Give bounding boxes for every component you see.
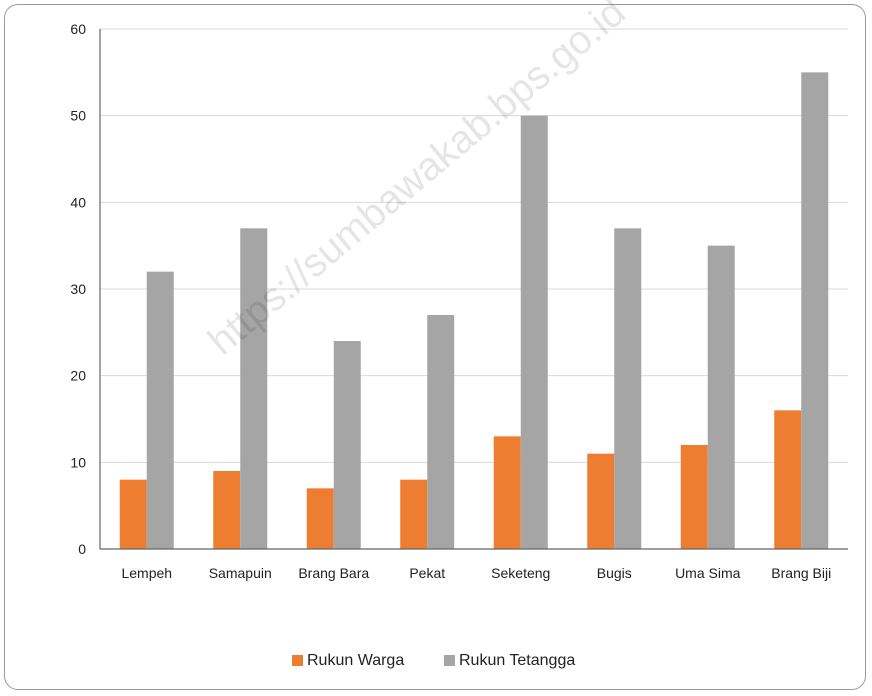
bars bbox=[119, 72, 829, 550]
bar-rukun-tetangga bbox=[427, 315, 455, 549]
bar-rukun-tetangga bbox=[801, 72, 829, 549]
y-axis-ticks: 0 10 20 30 40 50 60 bbox=[70, 21, 86, 557]
x-tick-label: Seketeng bbox=[491, 565, 550, 581]
bar-rukun-warga bbox=[213, 471, 241, 549]
bar-rukun-warga bbox=[400, 479, 428, 549]
bar-rukun-warga bbox=[680, 445, 708, 549]
x-tick-label: Bugis bbox=[597, 565, 632, 581]
bar-rukun-tetangga bbox=[146, 271, 174, 549]
bar-rukun-tetangga bbox=[240, 228, 268, 550]
legend-label: Rukun Warga bbox=[307, 652, 404, 669]
x-tick-label: Brang Bara bbox=[298, 565, 369, 581]
gridlines bbox=[100, 28, 848, 463]
bar-rukun-warga bbox=[493, 436, 521, 549]
x-tick-label: Pekat bbox=[409, 565, 445, 581]
y-tick-label: 60 bbox=[70, 21, 86, 37]
bar-rukun-tetangga bbox=[520, 115, 548, 550]
y-tick-label: 50 bbox=[70, 108, 86, 124]
bar-rukun-warga bbox=[119, 479, 147, 549]
x-tick-label: Brang Biji bbox=[771, 565, 831, 581]
y-tick-label: 10 bbox=[70, 454, 86, 470]
bar-rukun-warga bbox=[306, 488, 334, 549]
x-tick-label: Uma Sima bbox=[675, 565, 741, 581]
bar-rukun-tetangga bbox=[614, 228, 642, 550]
bar-rukun-tetangga bbox=[333, 341, 361, 549]
y-tick-label: 30 bbox=[70, 281, 86, 297]
x-axis-ticks: Lempeh Samapuin Brang Bara Pekat Seketeng Bug… bbox=[121, 565, 831, 581]
y-tick-label: 40 bbox=[70, 194, 86, 210]
bar-rukun-warga bbox=[587, 453, 615, 549]
y-tick-label: 0 bbox=[78, 541, 86, 557]
x-tick-label: Lempeh bbox=[121, 565, 172, 581]
bar-rukun-warga bbox=[774, 410, 802, 549]
x-tick-label: Samapuin bbox=[209, 565, 272, 581]
y-tick-label: 20 bbox=[70, 368, 86, 384]
legend-label: Rukun Tetangga bbox=[459, 652, 575, 669]
legend: Rukun Warga Rukun Tetangga bbox=[292, 652, 575, 669]
legend-swatch bbox=[292, 655, 303, 666]
bar-rukun-tetangga bbox=[707, 245, 735, 549]
legend-swatch bbox=[444, 655, 455, 666]
